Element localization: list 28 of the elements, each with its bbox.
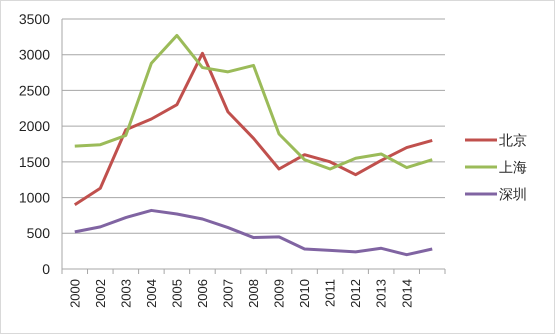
legend-label: 上海 (499, 158, 527, 175)
line-series (73, 208, 434, 256)
line-series (73, 34, 434, 170)
x-tick-label: 2006 (194, 279, 210, 308)
y-tick-label: 500 (26, 225, 50, 242)
y-tick-label: 0 (42, 260, 50, 277)
x-tick-label: 2004 (144, 279, 159, 308)
legend-label: 深圳 (499, 186, 527, 202)
legend-label: 北京 (499, 132, 527, 148)
x-tick-label: 2009 (272, 279, 287, 308)
y-tick-label: 3000 (18, 46, 50, 63)
x-tick-label: 2012 (348, 279, 364, 308)
x-tick-label: 2013 (374, 279, 389, 308)
y-tick-label: 1500 (18, 154, 50, 170)
y-tick-label: 3500 (18, 10, 50, 27)
line-series (73, 52, 434, 206)
y-tick-label: 2000 (18, 118, 50, 134)
x-tick-label: 2010 (297, 279, 312, 308)
x-tick-label: 2002 (92, 279, 108, 308)
x-tick-label: 2014 (399, 279, 414, 308)
y-tick-label: 2500 (18, 82, 50, 98)
y-tick-label: 1000 (18, 189, 50, 206)
x-tick-label: 2000 (67, 279, 82, 308)
x-tick-label: 2008 (246, 279, 262, 308)
x-tick-label: 2011 (322, 279, 338, 307)
x-tick-label: 2007 (220, 279, 236, 308)
x-tick-label: 2003 (118, 279, 134, 308)
x-tick-label: 2005 (169, 279, 184, 308)
